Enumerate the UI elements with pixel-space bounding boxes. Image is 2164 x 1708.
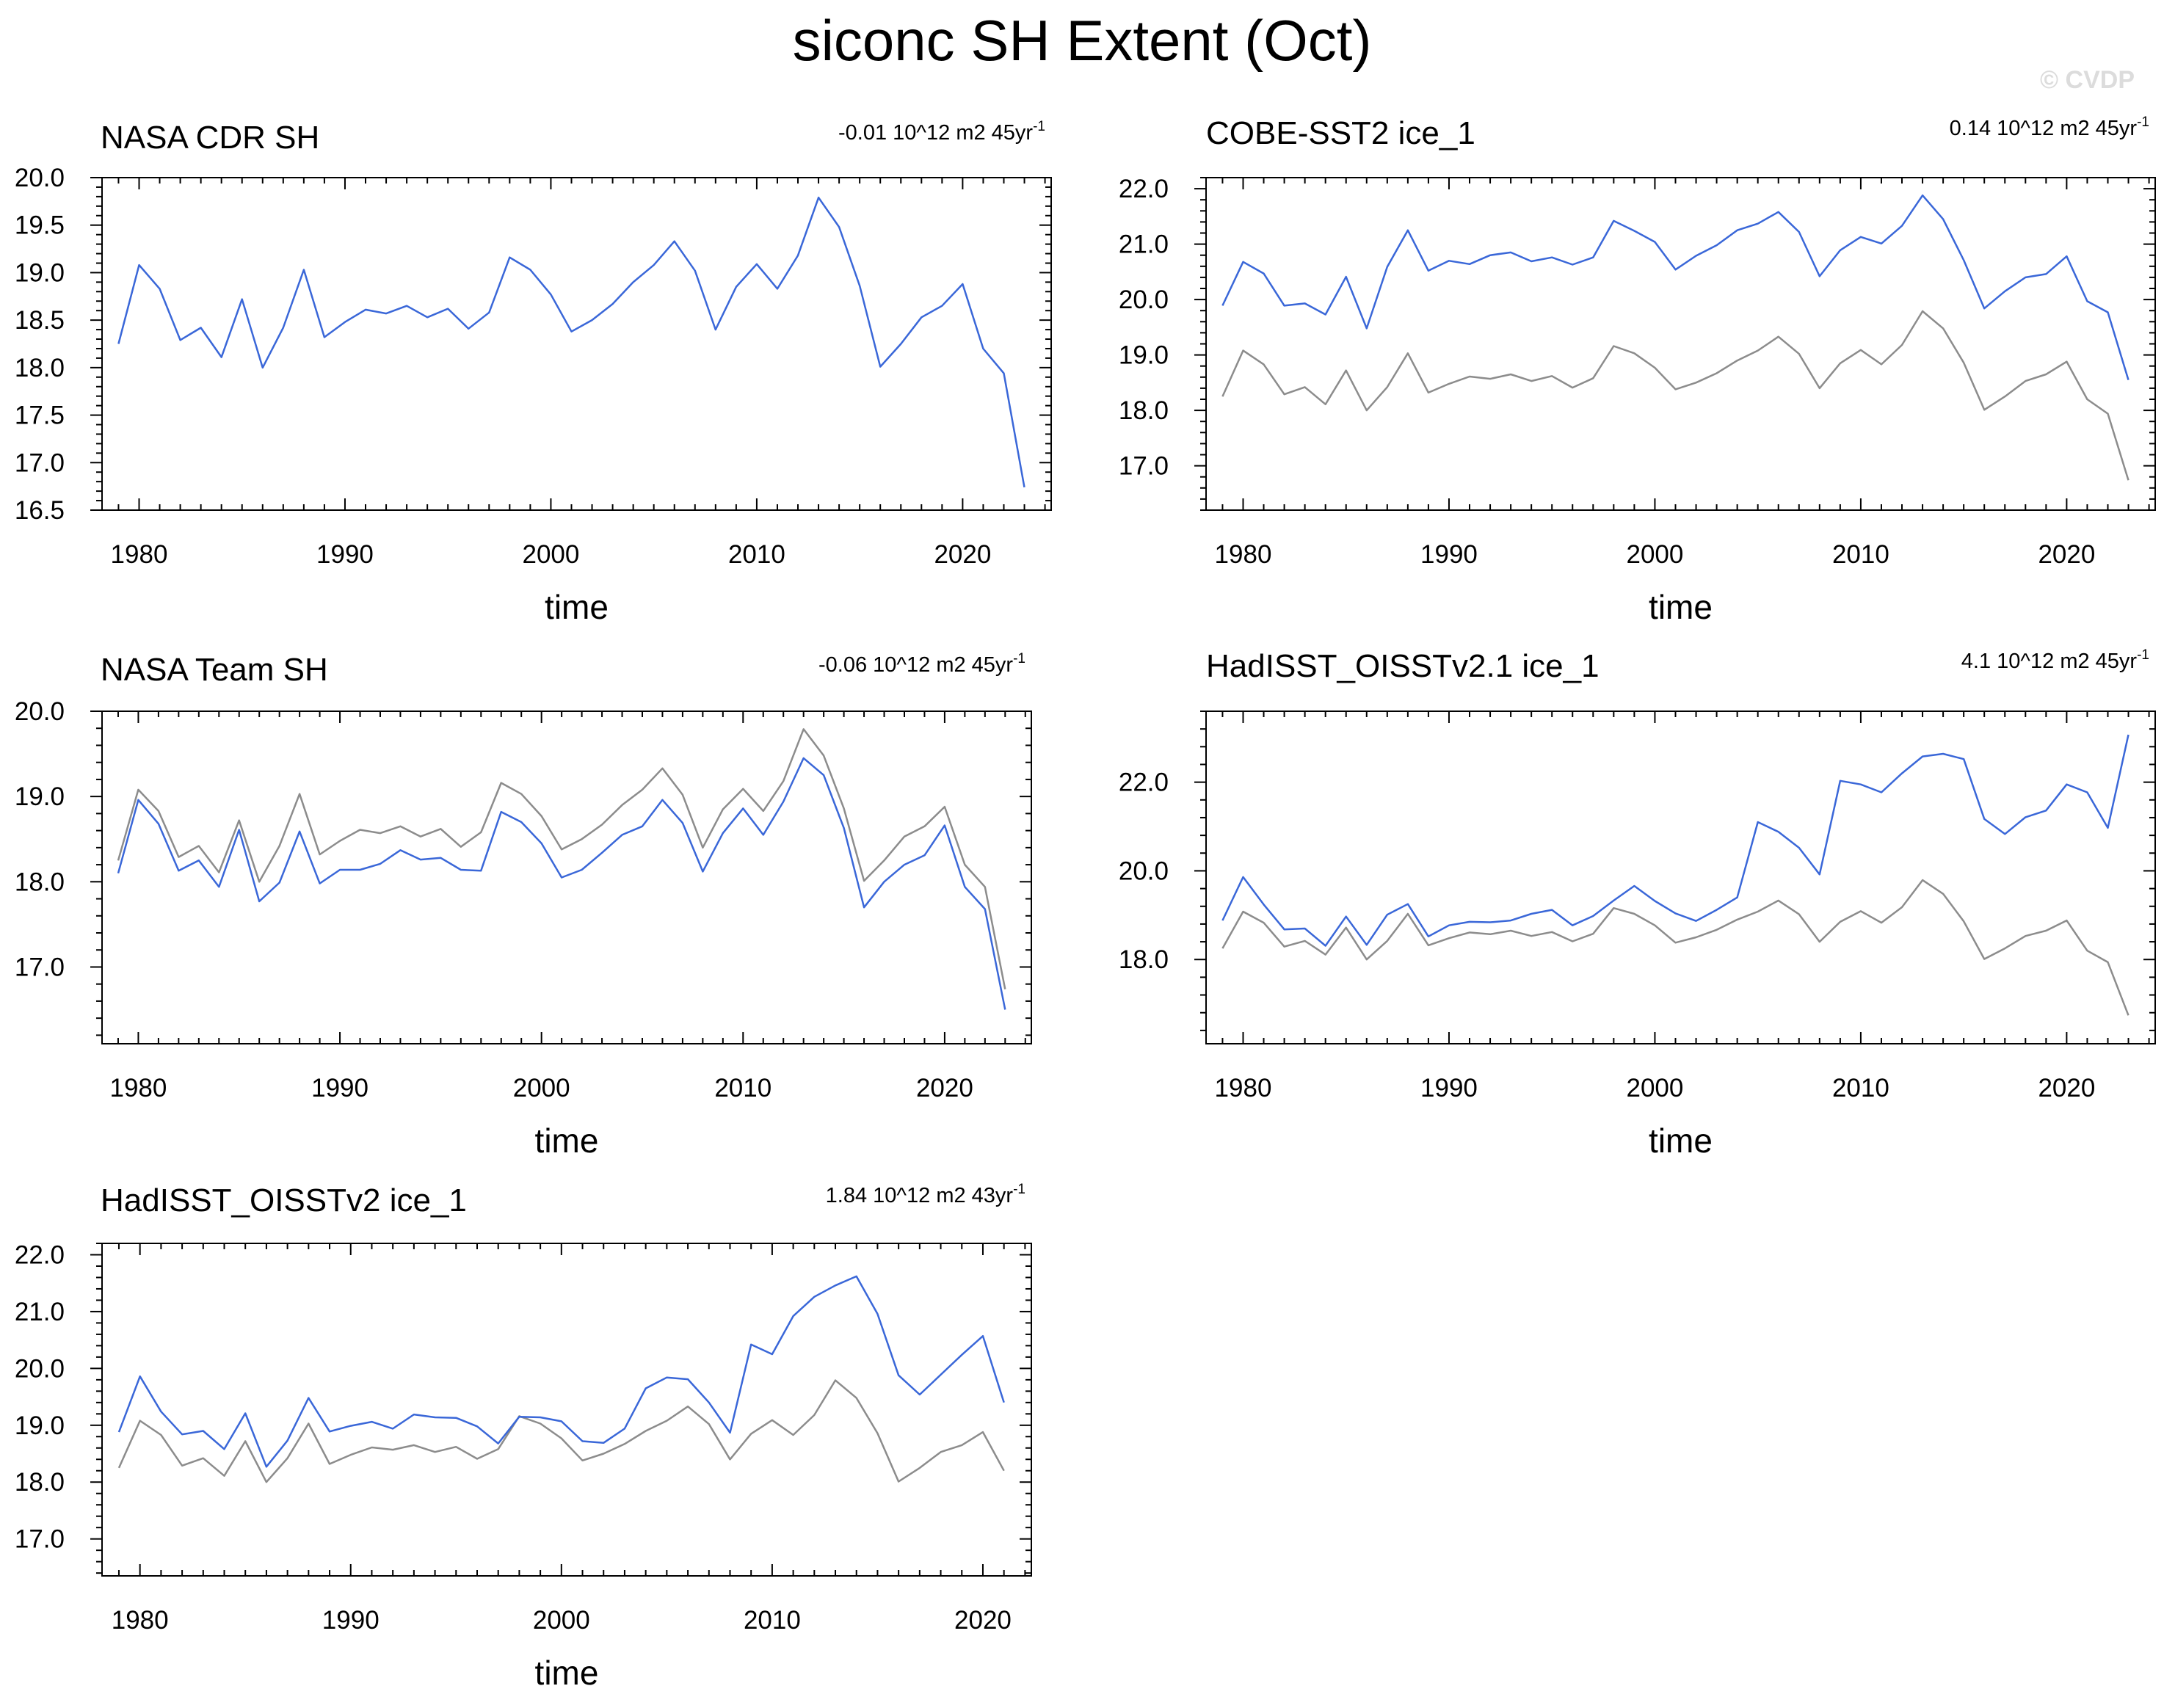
x-tick-label: 1980 xyxy=(1215,1074,1272,1102)
chart-panel: NASA CDR SH -0.01 10^12 m2 45yr-1 1980 1990… xyxy=(15,119,1052,626)
x-axis-label: time xyxy=(535,1654,599,1692)
y-tick-label: 19.0 xyxy=(1119,341,1169,370)
plot-frame xyxy=(101,177,1052,511)
y-tick-label: 17.0 xyxy=(1119,452,1169,481)
y-tick-label: 20.0 xyxy=(15,164,65,192)
trend-superscript: -1 xyxy=(2137,115,2149,130)
trend-superscript: -1 xyxy=(1013,651,1025,666)
plot-frame xyxy=(101,711,1032,1044)
y-tick-label: 20.0 xyxy=(1119,286,1169,314)
y-tick-label: 20.0 xyxy=(15,1354,65,1383)
x-tick-label: 2000 xyxy=(513,1074,570,1102)
y-tick-label: 22.0 xyxy=(1119,175,1169,203)
y-tick-label: 21.0 xyxy=(15,1298,65,1326)
x-axis-label: time xyxy=(1649,588,1713,626)
cvdp-watermark: © CVDP xyxy=(2040,66,2135,94)
y-tick-label: 20.0 xyxy=(1119,857,1169,885)
y-tick-label: 22.0 xyxy=(15,1240,65,1269)
trend-value: 0.14 10^12 m2 45yr xyxy=(1950,117,2138,140)
y-tick-label: 21.0 xyxy=(1119,230,1169,259)
trend-superscript: -1 xyxy=(1033,119,1045,134)
chart-panel: NASA Team SH -0.06 10^12 m2 45yr-1 1980 199… xyxy=(15,651,1032,1160)
y-tick-label: 17.0 xyxy=(15,448,65,477)
x-tick-label: 2000 xyxy=(523,540,580,569)
x-tick-label: 2020 xyxy=(2038,1074,2095,1102)
x-tick-label: 1990 xyxy=(1420,1074,1478,1102)
chart-panel: HadISST_OISSTv2 ice_1 1.84 10^12 m2 43yr-… xyxy=(15,1182,1032,1692)
y-tick-label: 18.0 xyxy=(15,868,65,896)
x-tick-label: 2020 xyxy=(934,540,991,569)
trend-superscript: -1 xyxy=(2137,647,2149,663)
y-tick-label: 17.0 xyxy=(15,953,65,981)
x-tick-label: 2000 xyxy=(533,1606,590,1635)
x-tick-label: 2010 xyxy=(728,540,785,569)
panel-title: NASA Team SH xyxy=(101,652,328,688)
x-tick-label: 2020 xyxy=(916,1074,973,1102)
x-tick-label: 2020 xyxy=(954,1606,1012,1635)
plot-frame xyxy=(1205,711,2156,1044)
x-tick-label: 2010 xyxy=(1832,540,1889,569)
y-tick-label: 20.0 xyxy=(15,697,65,726)
y-tick-label: 19.0 xyxy=(15,782,65,811)
x-tick-label: 2020 xyxy=(2038,540,2095,569)
y-tick-label: 16.5 xyxy=(15,496,65,525)
x-tick-label: 2000 xyxy=(1627,1074,1684,1102)
panel-title: NASA CDR SH xyxy=(101,120,319,156)
obs-series-line xyxy=(1221,310,2129,481)
trend-label: 0.14 10^12 m2 45yr-1 xyxy=(1950,115,2149,140)
trend-label: 4.1 10^12 m2 45yr-1 xyxy=(1961,647,2149,673)
y-tick-label: 22.0 xyxy=(1119,768,1169,797)
obs-series-line xyxy=(1221,879,2129,1016)
model-series-line xyxy=(117,196,1025,488)
x-tick-label: 2010 xyxy=(744,1606,801,1635)
trend-value: -0.01 10^12 m2 45yr xyxy=(838,121,1033,145)
x-tick-label: 1980 xyxy=(109,1074,167,1102)
x-axis-label: time xyxy=(545,588,609,626)
y-tick-label: 18.0 xyxy=(1119,945,1169,974)
y-tick-label: 18.5 xyxy=(15,306,65,335)
y-tick-label: 18.0 xyxy=(1119,396,1169,425)
x-tick-label: 1980 xyxy=(1215,540,1272,569)
x-tick-label: 1990 xyxy=(322,1606,380,1635)
x-axis-label: time xyxy=(1649,1122,1713,1160)
y-tick-label: 17.5 xyxy=(15,401,65,430)
y-tick-label: 19.0 xyxy=(15,258,65,287)
trend-superscript: -1 xyxy=(1013,1182,1025,1197)
x-tick-label: 2010 xyxy=(714,1074,771,1102)
model-series-line xyxy=(117,757,1006,1010)
panel-title: HadISST_OISSTv2 ice_1 xyxy=(101,1182,467,1218)
figure-title: siconc SH Extent (Oct) xyxy=(792,8,1372,73)
trend-value: 1.84 10^12 m2 43yr xyxy=(826,1184,1014,1207)
panel-title: HadISST_OISSTv2.1 ice_1 xyxy=(1206,648,1600,684)
trend-label: 1.84 10^12 m2 43yr-1 xyxy=(826,1182,1025,1207)
model-series-line xyxy=(117,1275,1005,1468)
x-tick-label: 1990 xyxy=(316,540,374,569)
x-tick-label: 1980 xyxy=(112,1606,169,1635)
obs-series-line xyxy=(117,728,1006,989)
y-tick-label: 19.5 xyxy=(15,211,65,240)
trend-value: -0.06 10^12 m2 45yr xyxy=(818,653,1013,677)
plot-frame xyxy=(101,1243,1032,1577)
model-series-line xyxy=(1221,194,2129,380)
y-tick-label: 19.0 xyxy=(15,1411,65,1440)
chart-panel: HadISST_OISSTv2.1 ice_1 4.1 10^12 m2 45yr… xyxy=(1119,647,2156,1160)
x-tick-label: 1980 xyxy=(111,540,168,569)
chart-panel: COBE-SST2 ice_1 0.14 10^12 m2 45yr-1 1980 1… xyxy=(1119,115,2156,626)
y-tick-label: 17.0 xyxy=(15,1525,65,1554)
x-tick-label: 2010 xyxy=(1832,1074,1889,1102)
trend-label: -0.06 10^12 m2 45yr-1 xyxy=(818,651,1025,677)
x-axis-label: time xyxy=(535,1122,599,1160)
trend-label: -0.01 10^12 m2 45yr-1 xyxy=(838,119,1045,145)
obs-series-line xyxy=(117,1379,1005,1483)
y-tick-label: 18.0 xyxy=(15,354,65,382)
y-tick-label: 18.0 xyxy=(15,1468,65,1497)
x-tick-label: 2000 xyxy=(1627,540,1684,569)
x-tick-label: 1990 xyxy=(311,1074,368,1102)
panel-title: COBE-SST2 ice_1 xyxy=(1206,115,1475,151)
plot-frame xyxy=(1205,177,2156,511)
trend-value: 4.1 10^12 m2 45yr xyxy=(1961,650,2138,673)
model-series-line xyxy=(1221,734,2129,947)
x-tick-label: 1990 xyxy=(1420,540,1478,569)
